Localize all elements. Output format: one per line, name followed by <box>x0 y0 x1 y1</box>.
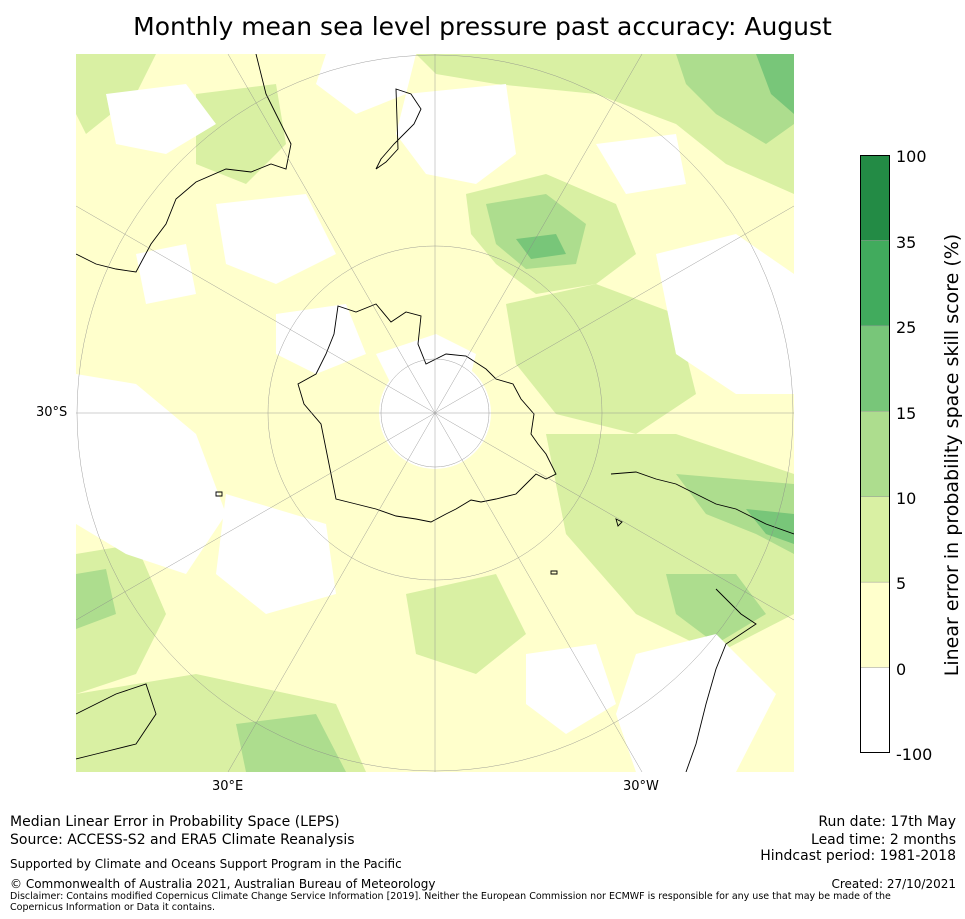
skill-region <box>506 284 696 434</box>
colorbar-tick: -100 <box>896 745 933 764</box>
colorbar-band <box>860 496 890 583</box>
island <box>215 491 223 497</box>
colorbar-band <box>860 581 890 669</box>
lon-label-30w: 30°W <box>623 779 659 794</box>
island <box>615 518 623 527</box>
colorbar-tick: 5 <box>896 574 907 593</box>
hindcast-period: Hindcast period: 1981-2018 <box>760 848 956 864</box>
australia-coastline <box>76 54 292 273</box>
colorbar-band <box>860 667 890 753</box>
chart-title: Monthly mean sea level pressure past acc… <box>133 12 832 41</box>
skill-region <box>236 714 346 772</box>
lon-label-30e: 30°E <box>212 779 244 794</box>
island <box>550 570 558 575</box>
nz-coastline <box>375 88 422 170</box>
colorbar-tick: 10 <box>896 489 917 508</box>
negative-region <box>76 374 226 574</box>
skill-region <box>196 84 286 184</box>
colorbar-tick: 25 <box>896 318 917 337</box>
created-date: Created: 27/10/2021 <box>831 877 956 891</box>
map-panel <box>76 54 794 772</box>
colorbar-title: Linear error in probability space skill … <box>941 233 963 677</box>
africa-coastline <box>76 683 157 760</box>
skill-region <box>516 234 566 259</box>
antarctica-coastline <box>297 303 557 523</box>
skill-region <box>676 474 794 554</box>
graticule <box>76 54 794 772</box>
negative-region <box>136 244 196 304</box>
south-america-coastline <box>610 471 794 535</box>
negative-region <box>396 84 516 184</box>
coastlines <box>76 54 794 772</box>
colorbar-tick: 35 <box>896 233 917 252</box>
colorbar-band <box>860 155 890 242</box>
footer-disclaimer: Disclaimer: Contains modified Copernicus… <box>10 891 891 913</box>
footer-supported: Supported by Climate and Oceans Support … <box>10 857 402 871</box>
skill-region <box>746 509 794 544</box>
lead-time: Lead time: 2 months <box>811 832 956 848</box>
skill-region <box>666 574 766 644</box>
negative-region <box>526 644 616 734</box>
south-america-coastline <box>685 588 757 772</box>
colorbar-tick: 15 <box>896 404 917 423</box>
negative-region <box>216 494 336 614</box>
negative-region <box>656 234 794 394</box>
negative-region <box>106 84 216 154</box>
colorbar-tick: 0 <box>896 660 907 679</box>
colorbar <box>860 155 890 753</box>
colorbar-band <box>860 411 890 498</box>
negative-region <box>276 304 366 374</box>
colorbar-band <box>860 240 890 327</box>
colorbar-band <box>860 325 890 413</box>
footer-copyright: © Commonwealth of Australia 2021, Austra… <box>10 877 436 891</box>
negative-region <box>616 634 776 772</box>
lat-label-30s: 30°S <box>36 405 68 420</box>
skill-region <box>756 54 794 114</box>
negative-region <box>596 134 686 194</box>
run-date: Run date: 17th May <box>818 814 956 830</box>
colorbar-tick: 100 <box>896 147 927 166</box>
footer-method: Median Linear Error in Probability Space… <box>10 814 340 830</box>
negative-region <box>316 54 416 114</box>
negative-region <box>216 194 336 284</box>
footer-source: Source: ACCESS-S2 and ERA5 Climate Reana… <box>10 832 355 848</box>
skill-region <box>406 574 526 674</box>
